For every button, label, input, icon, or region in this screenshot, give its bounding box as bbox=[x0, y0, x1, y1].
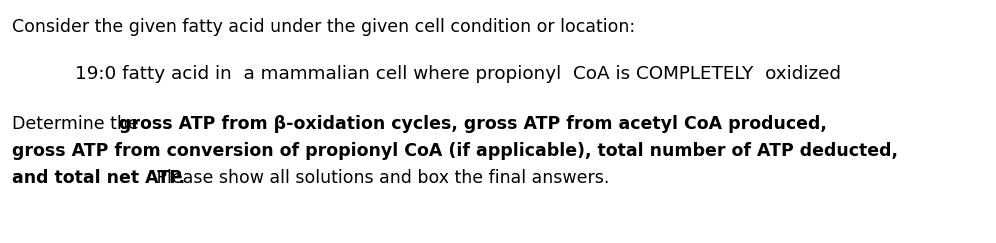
Text: and total net ATP.: and total net ATP. bbox=[12, 169, 185, 187]
Text: gross ATP from conversion of propionyl CoA (if applicable), total number of ATP : gross ATP from conversion of propionyl C… bbox=[12, 142, 898, 160]
Text: 19:0 fatty acid in  a mammalian cell where propionyl  CoA is COMPLETELY  oxidize: 19:0 fatty acid in a mammalian cell wher… bbox=[75, 65, 841, 83]
Text: Determine the: Determine the bbox=[12, 115, 144, 133]
Text: Please show all solutions and box the final answers.: Please show all solutions and box the fi… bbox=[151, 169, 610, 187]
Text: Consider the given fatty acid under the given cell condition or location:: Consider the given fatty acid under the … bbox=[12, 18, 635, 36]
Text: gross ATP from β-oxidation cycles, gross ATP from acetyl CoA produced,: gross ATP from β-oxidation cycles, gross… bbox=[119, 115, 827, 133]
